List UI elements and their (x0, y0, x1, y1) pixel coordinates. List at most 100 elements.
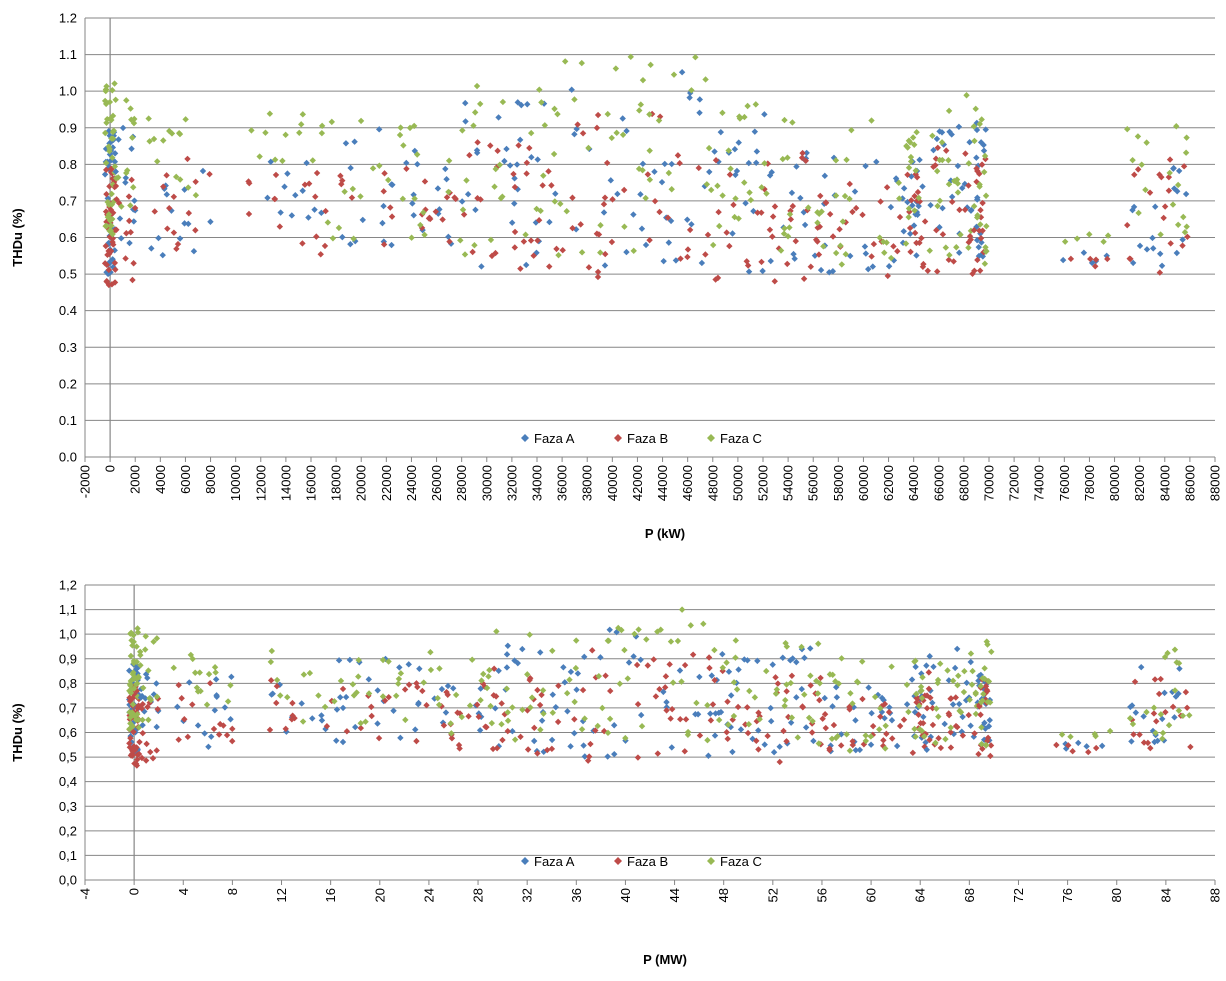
data-point-faza-b (184, 733, 192, 741)
data-point-faza-a (333, 706, 341, 713)
data-point-faza-b (815, 251, 823, 258)
data-point-faza-a (560, 664, 567, 671)
data-point-faza-a (201, 730, 208, 737)
data-point-faza-c (725, 721, 732, 728)
data-point-faza-c (687, 622, 694, 629)
data-point-faza-b (129, 747, 136, 755)
data-point-faza-c (635, 626, 642, 633)
data-point-faza-c (563, 208, 570, 215)
data-point-faza-c (129, 670, 137, 678)
data-point-faza-a (106, 132, 113, 139)
data-point-faza-b (715, 208, 722, 216)
y-tick-label: 0,0 (59, 873, 77, 888)
data-point-faza-b (723, 229, 730, 236)
data-point-faza-b (819, 715, 826, 722)
data-point-faza-a (927, 201, 934, 209)
data-point-faza-a (573, 125, 580, 133)
data-point-faza-a (770, 749, 778, 756)
data-point-faza-b (454, 709, 461, 716)
data-point-faza-a (912, 663, 919, 671)
data-point-faza-c (781, 116, 788, 124)
data-point-faza-c (1171, 687, 1179, 694)
data-point-faza-b (534, 237, 541, 244)
data-point-faza-a (833, 684, 840, 691)
data-point-faza-a (922, 739, 929, 746)
data-point-faza-c (408, 234, 415, 241)
data-point-faza-b (775, 245, 783, 252)
data-point-faza-b (515, 142, 522, 149)
data-point-faza-c (150, 638, 157, 645)
x-tick-label: 64000 (906, 465, 921, 501)
data-point-faza-b (929, 704, 936, 712)
data-point-faza-b (914, 188, 922, 196)
data-point-faza-b (108, 281, 116, 288)
data-point-faza-c (905, 164, 913, 171)
data-point-faza-c (1164, 649, 1171, 657)
data-point-faza-a (973, 236, 981, 244)
data-point-faza-c (981, 675, 988, 683)
data-point-faza-c (133, 643, 140, 650)
data-point-faza-b (982, 683, 990, 690)
data-point-faza-a (1171, 714, 1178, 721)
data-point-faza-b (1151, 676, 1159, 683)
data-point-faza-c (604, 729, 612, 737)
data-point-faza-c (843, 156, 850, 164)
data-point-faza-c (968, 681, 976, 688)
data-point-faza-c (704, 702, 711, 709)
x-axis-title: P (kW) (645, 526, 685, 541)
data-point-faza-b (229, 737, 236, 745)
data-point-faza-a (696, 96, 704, 103)
data-point-faza-b (911, 229, 919, 237)
data-point-faza-b (726, 242, 733, 250)
data-point-faza-b (603, 159, 611, 167)
data-point-faza-c (832, 678, 839, 685)
data-point-faza-a (181, 186, 188, 193)
data-point-faza-b (1156, 269, 1164, 276)
data-point-faza-b (380, 241, 388, 248)
data-point-faza-a (637, 191, 644, 198)
data-point-faza-c (176, 130, 184, 138)
data-point-faza-c (130, 685, 138, 692)
data-point-faza-c (106, 145, 113, 153)
data-point-faza-b (783, 688, 790, 695)
data-point-faza-a (868, 710, 875, 717)
data-point-faza-b (109, 235, 117, 242)
data-point-faza-c (420, 209, 427, 216)
data-point-faza-b (950, 258, 957, 265)
data-point-faza-a (1170, 165, 1177, 172)
data-point-faza-c (907, 158, 915, 165)
data-point-faza-b (446, 238, 453, 245)
data-point-faza-a (705, 752, 712, 759)
data-point-faza-c (1179, 712, 1187, 720)
data-point-faza-b (744, 704, 751, 711)
data-point-faza-b (139, 729, 146, 737)
data-point-faza-a (885, 263, 893, 270)
data-point-faza-b (571, 716, 578, 723)
data-point-faza-b (305, 180, 313, 187)
data-point-faza-b (413, 680, 420, 687)
data-point-faza-a (788, 189, 796, 197)
data-point-faza-b (947, 744, 955, 751)
data-point-faza-c (273, 676, 281, 684)
data-point-faza-a (571, 730, 578, 737)
data-point-faza-b (466, 152, 473, 159)
data-point-faza-c (933, 705, 940, 712)
data-point-faza-b (904, 171, 911, 178)
chart-1: 0.00.10.20.30.40.50.60.70.80.91.01.11.2-… (10, 11, 1223, 542)
data-point-faza-b (681, 748, 688, 755)
data-point-faza-b (272, 171, 280, 179)
data-point-faza-c (266, 110, 274, 117)
legend: Faza A Faza B Faza C (521, 854, 762, 869)
data-point-faza-c (145, 667, 152, 674)
data-point-faza-b (706, 664, 713, 672)
data-point-faza-a (745, 268, 753, 275)
y-axis-title: THDu (%) (10, 703, 25, 762)
data-point-faza-a (926, 653, 933, 660)
data-point-faza-c (859, 658, 866, 665)
data-point-faza-b (215, 731, 223, 738)
y-tick-label: 0.9 (59, 120, 77, 135)
data-point-faza-a (791, 255, 798, 262)
data-point-faza-b (650, 656, 657, 663)
data-point-faza-a (651, 168, 658, 175)
data-point-faza-c (127, 202, 134, 209)
